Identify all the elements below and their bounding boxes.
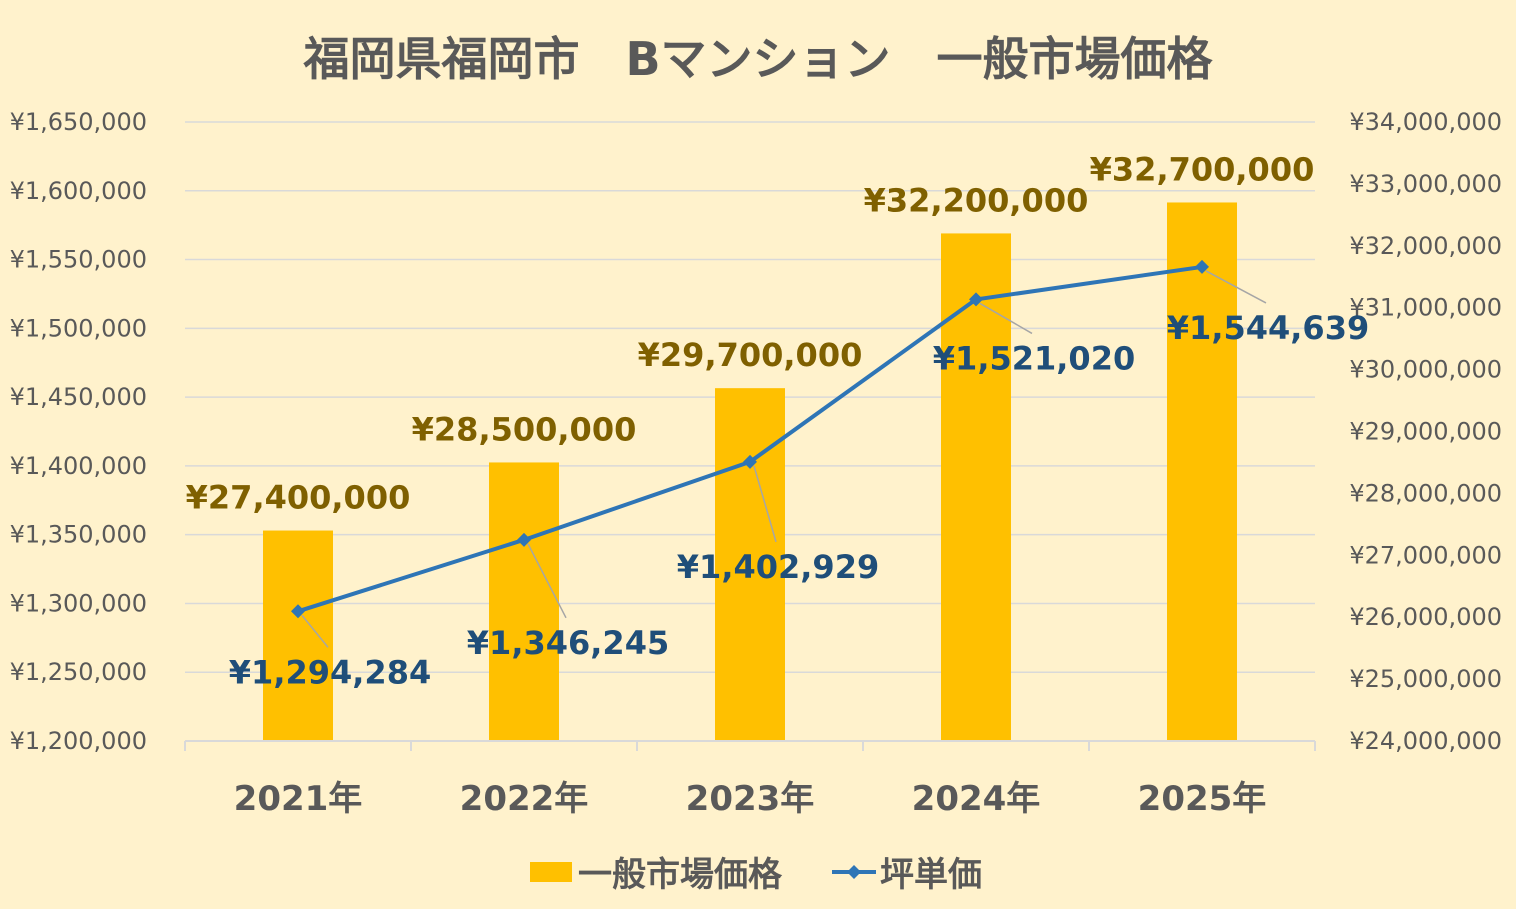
leader-line [301,614,329,648]
right-axis-tick-label: ¥28,000,000 [1349,479,1502,507]
leader-line [753,465,777,543]
left-axis-tick-label: ¥1,500,000 [10,314,147,342]
data-labels: ¥27,400,000¥28,500,000¥29,700,000 ¥32,200… [186,150,1370,691]
x-axis: 2021年 2022年 2023年 2024年 2025年 [184,740,1316,819]
left-axis-tick-label: ¥1,600,000 [10,177,147,205]
leader-line [1205,270,1267,304]
bar [1167,202,1237,742]
legend-label-bar: 一般市場価格 [578,855,783,895]
bar-data-label: ¥32,200,000 [864,181,1089,219]
bar [263,530,333,741]
legend-marker [847,865,861,879]
left-axis-tick-label: ¥1,550,000 [10,246,147,274]
line-data-label: ¥1,521,020 [933,339,1135,377]
right-axis-tick-label: ¥24,000,000 [1349,727,1502,755]
bar-data-label: ¥29,700,000 [638,336,863,374]
line-marker [291,604,305,619]
bar-data-label: ¥27,400,000 [186,479,411,517]
right-axis-tick-label: ¥32,000,000 [1349,232,1502,260]
line-marker [969,292,983,307]
right-axis-tick-label: ¥27,000,000 [1349,541,1502,569]
left-axis-tick-label: ¥1,300,000 [10,589,147,617]
left-y-axis: ¥1,200,000 ¥1,250,000 ¥1,300,000 ¥1,350,000… [10,108,147,755]
left-axis-tick-label: ¥1,400,000 [10,452,147,480]
line-marker [743,454,757,469]
line-marker [1195,259,1209,274]
line-data-label: ¥1,402,929 [677,548,879,586]
right-axis-tick-label: ¥33,000,000 [1349,170,1502,198]
x-axis-category-label: 2023年 [686,779,815,819]
legend: 一般市場価格 坪単価 [530,855,982,895]
legend-swatch-bar [530,862,572,882]
left-axis-tick-label: ¥1,350,000 [10,521,147,549]
left-axis-tick-label: ¥1,250,000 [10,658,147,686]
line-series [291,259,1209,619]
x-axis-category-label: 2022年 [460,779,589,819]
left-axis-tick-label: ¥1,200,000 [10,727,147,755]
right-axis-tick-label: ¥31,000,000 [1349,294,1502,322]
left-axis-tick-label: ¥1,650,000 [10,108,147,136]
bar-data-label: ¥28,500,000 [412,410,637,448]
right-axis-tick-label: ¥34,000,000 [1349,108,1502,136]
bar-data-label: ¥32,700,000 [1090,150,1315,188]
line-marker [517,532,531,547]
x-axis-category-label: 2021年 [234,779,363,819]
x-axis-category-label: 2024年 [912,779,1041,819]
legend-label-line: 坪単価 [880,855,982,895]
right-axis-tick-label: ¥25,000,000 [1349,665,1502,693]
left-axis-tick-label: ¥1,450,000 [10,383,147,411]
line-data-label: ¥1,294,284 [229,653,431,691]
line-data-label: ¥1,346,245 [467,624,669,662]
right-axis-tick-label: ¥26,000,000 [1349,603,1502,631]
line-data-label: ¥1,544,639 [1167,309,1369,347]
bar [489,462,559,741]
leader-line [527,543,567,619]
right-axis-tick-label: ¥30,000,000 [1349,356,1502,384]
right-y-axis: ¥24,000,000 ¥25,000,000 ¥26,000,000 ¥27,000… [1349,108,1502,755]
leader-line [979,302,1033,335]
right-axis-tick-label: ¥29,000,000 [1349,418,1502,446]
x-axis-category-label: 2025年 [1138,779,1267,819]
bar [941,233,1011,742]
chart-title: 福岡県福岡市 Bマンション 一般市場価格 [302,32,1213,86]
